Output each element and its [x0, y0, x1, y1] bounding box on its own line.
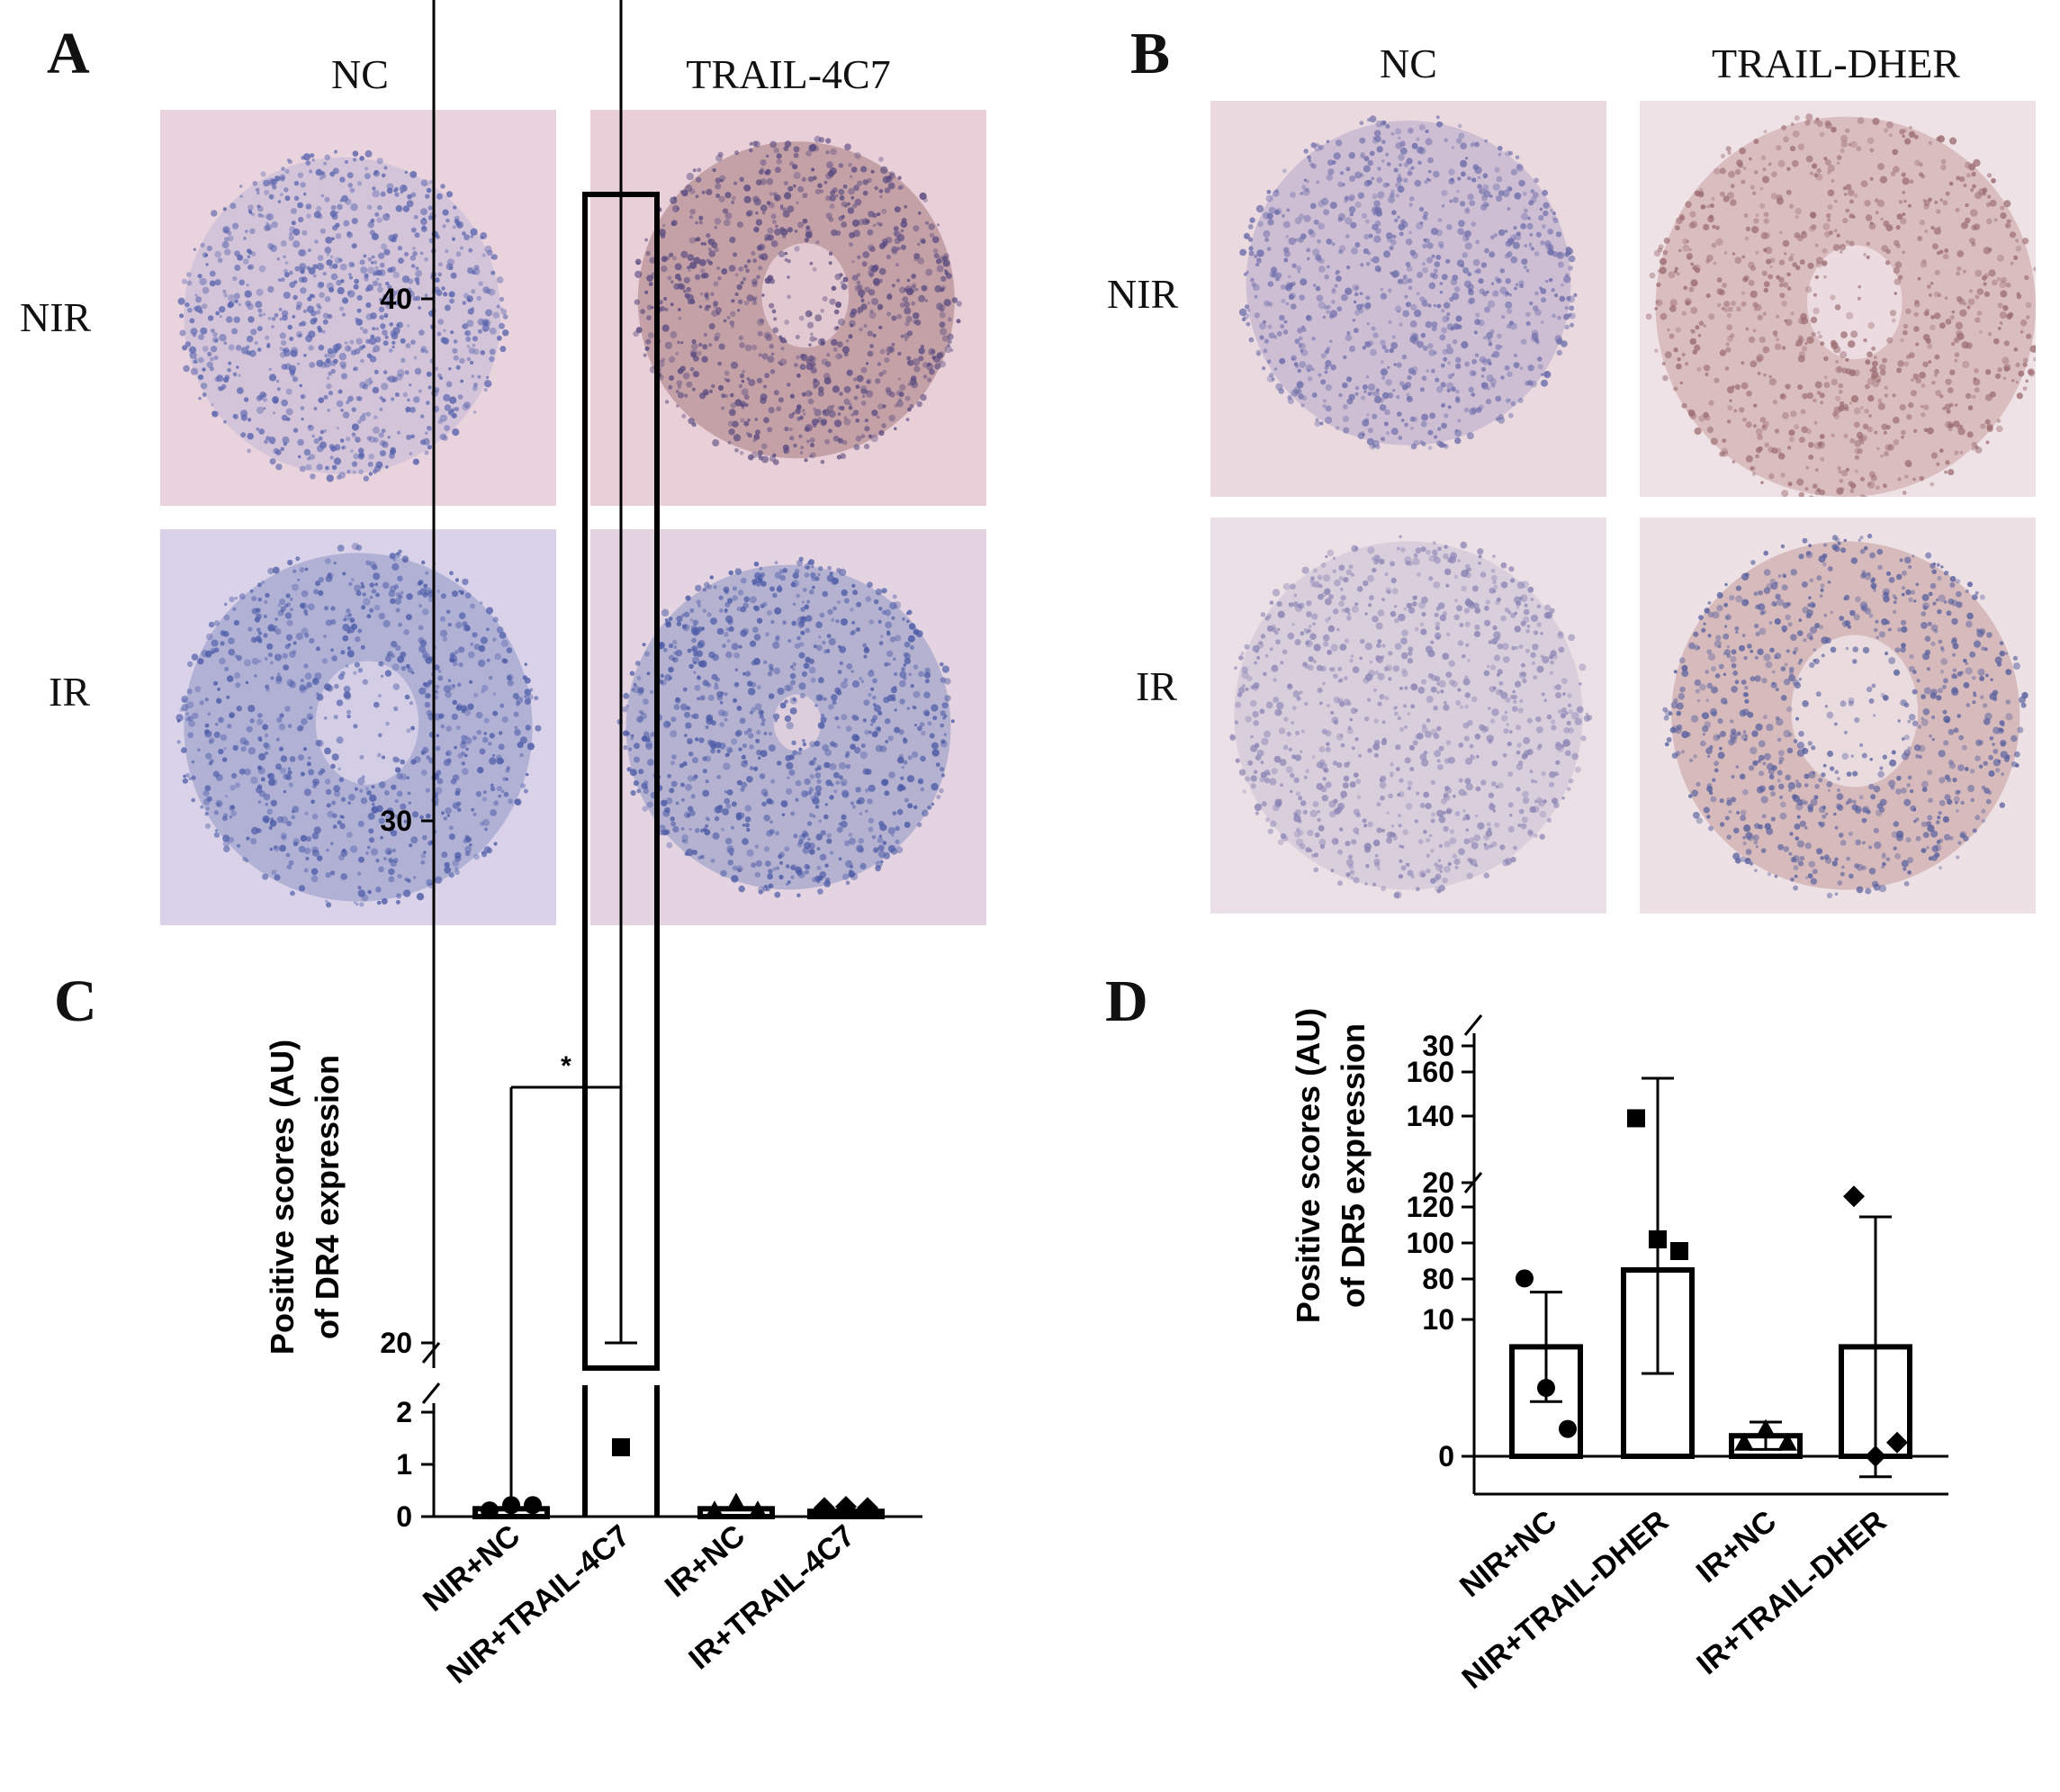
chart-c-point: [835, 1496, 857, 1518]
chart-d-y-tick-label: 20: [1422, 1166, 1454, 1199]
panel-letter-c: C: [54, 968, 97, 1034]
chart-c-point: [612, 1438, 630, 1456]
chart-c-y-tick-label: 30: [380, 805, 412, 837]
chart-c-y-tick-label: 0: [396, 1500, 412, 1533]
micrograph-a-ir-trail-4c7: [590, 529, 986, 925]
chart-d-y-label-0: Positive scores (AU): [1290, 1008, 1327, 1323]
chart-c-y-tick-label: 1: [396, 1448, 412, 1481]
chart-c-point: [481, 1501, 499, 1520]
micrograph-b-nir-nc: [1210, 101, 1606, 497]
chart-d-point: [1734, 1432, 1754, 1451]
chart-d-x-label: NIR+NC: [1453, 1504, 1563, 1604]
chart-d-y-label-1: of DR5 expression: [1335, 1023, 1372, 1308]
chart-d-y-tick-label: 80: [1422, 1263, 1454, 1295]
chart-d-point: [1756, 1418, 1776, 1437]
panel-letter-b: B: [1130, 21, 1171, 86]
panel-b-row-ir: IR: [1136, 663, 1177, 709]
chart-d-point: [1627, 1109, 1645, 1128]
chart-c-x-label: IR+NC: [659, 1518, 751, 1604]
chart-d-point: [1886, 1431, 1908, 1454]
chart-d-point: [1670, 1242, 1688, 1260]
panel-letter-a: A: [47, 21, 90, 86]
chart-c-y-label-0: Positive scores (AU): [264, 1040, 301, 1355]
panel-a-row-nir: NIR: [20, 294, 92, 340]
chart-d-point: [1777, 1432, 1797, 1451]
chart-c-point: [524, 1496, 542, 1515]
chart-d-point: [1537, 1379, 1555, 1397]
chart-d-y-tick-label: 30: [1422, 1030, 1454, 1062]
chart-d-point: [1649, 1230, 1667, 1248]
chart-d-x-label: IR+NC: [1690, 1504, 1783, 1589]
chart-d-y-tick-label: 10: [1422, 1303, 1454, 1336]
chart-d-point: [1843, 1185, 1865, 1208]
chart-d: 0 10 20 30 80 100 120 140 160 Positive scores (AU…: [1290, 1008, 1948, 1696]
panel-letter-d: D: [1105, 968, 1148, 1034]
chart-c-y-tick-label: 40: [380, 283, 412, 315]
chart-c-point: [705, 1500, 724, 1519]
chart-d-y-tick-label: 0: [1438, 1440, 1454, 1472]
chart-c-point: [857, 1497, 878, 1519]
chart-c-y-label-1: of DR4 expression: [309, 1055, 346, 1339]
micrograph-b-nir-trail-dher: [1640, 101, 2036, 497]
micrograph-b-ir-nc: [1210, 518, 1606, 914]
panel-b-row-nir: NIR: [1107, 271, 1179, 317]
chart-c-sig-label: *: [561, 1051, 571, 1081]
chart-c-axis-break: [421, 1382, 441, 1404]
chart-c-y-tick-label: 2: [396, 1396, 412, 1428]
chart-d-axis-break: [1463, 1014, 1483, 1036]
chart-c-x-label: NIR+TRAIL-4C7: [441, 1518, 637, 1690]
chart-c-y-tick-label: 20: [380, 1327, 412, 1359]
micrograph-a-ir-nc: [160, 529, 556, 925]
chart-d-point: [1865, 1445, 1886, 1467]
panel-b-col-trail-dher: TRAIL-DHER: [1712, 41, 1960, 86]
panel-a-col-trail-4c7: TRAIL-4C7: [686, 51, 891, 97]
panel-a-col-nc: NC: [331, 51, 389, 97]
chart-c-point: [726, 1492, 746, 1511]
chart-d-y-tick-label: 140: [1407, 1100, 1454, 1132]
chart-d-x-label: NIR+TRAIL-DHER: [1455, 1504, 1675, 1696]
chart-c-point: [814, 1497, 835, 1519]
chart-d-point: [1559, 1419, 1577, 1438]
panel-a-row-ir: IR: [49, 669, 90, 715]
chart-c: 01220304050607080Positive scores (AU)of …: [264, 0, 922, 1690]
chart-d-x-label: IR+TRAIL-DHER: [1690, 1504, 1893, 1681]
chart-c-axis-break-2: [421, 1342, 441, 1364]
micrograph-a-nir-nc: [160, 110, 556, 506]
chart-c-point: [748, 1500, 768, 1519]
micrograph-b-ir-trail-dher: [1640, 518, 2036, 914]
panel-b-col-nc: NC: [1380, 41, 1437, 86]
chart-d-point: [1516, 1269, 1534, 1288]
chart-d-y-tick-label: 100: [1407, 1227, 1454, 1259]
chart-d-y-tick-label: 120: [1407, 1191, 1454, 1223]
chart-c-point: [502, 1496, 520, 1515]
chart-c-x-label: NIR+NC: [417, 1518, 526, 1618]
chart-d-y-tick-label: 160: [1407, 1056, 1454, 1088]
